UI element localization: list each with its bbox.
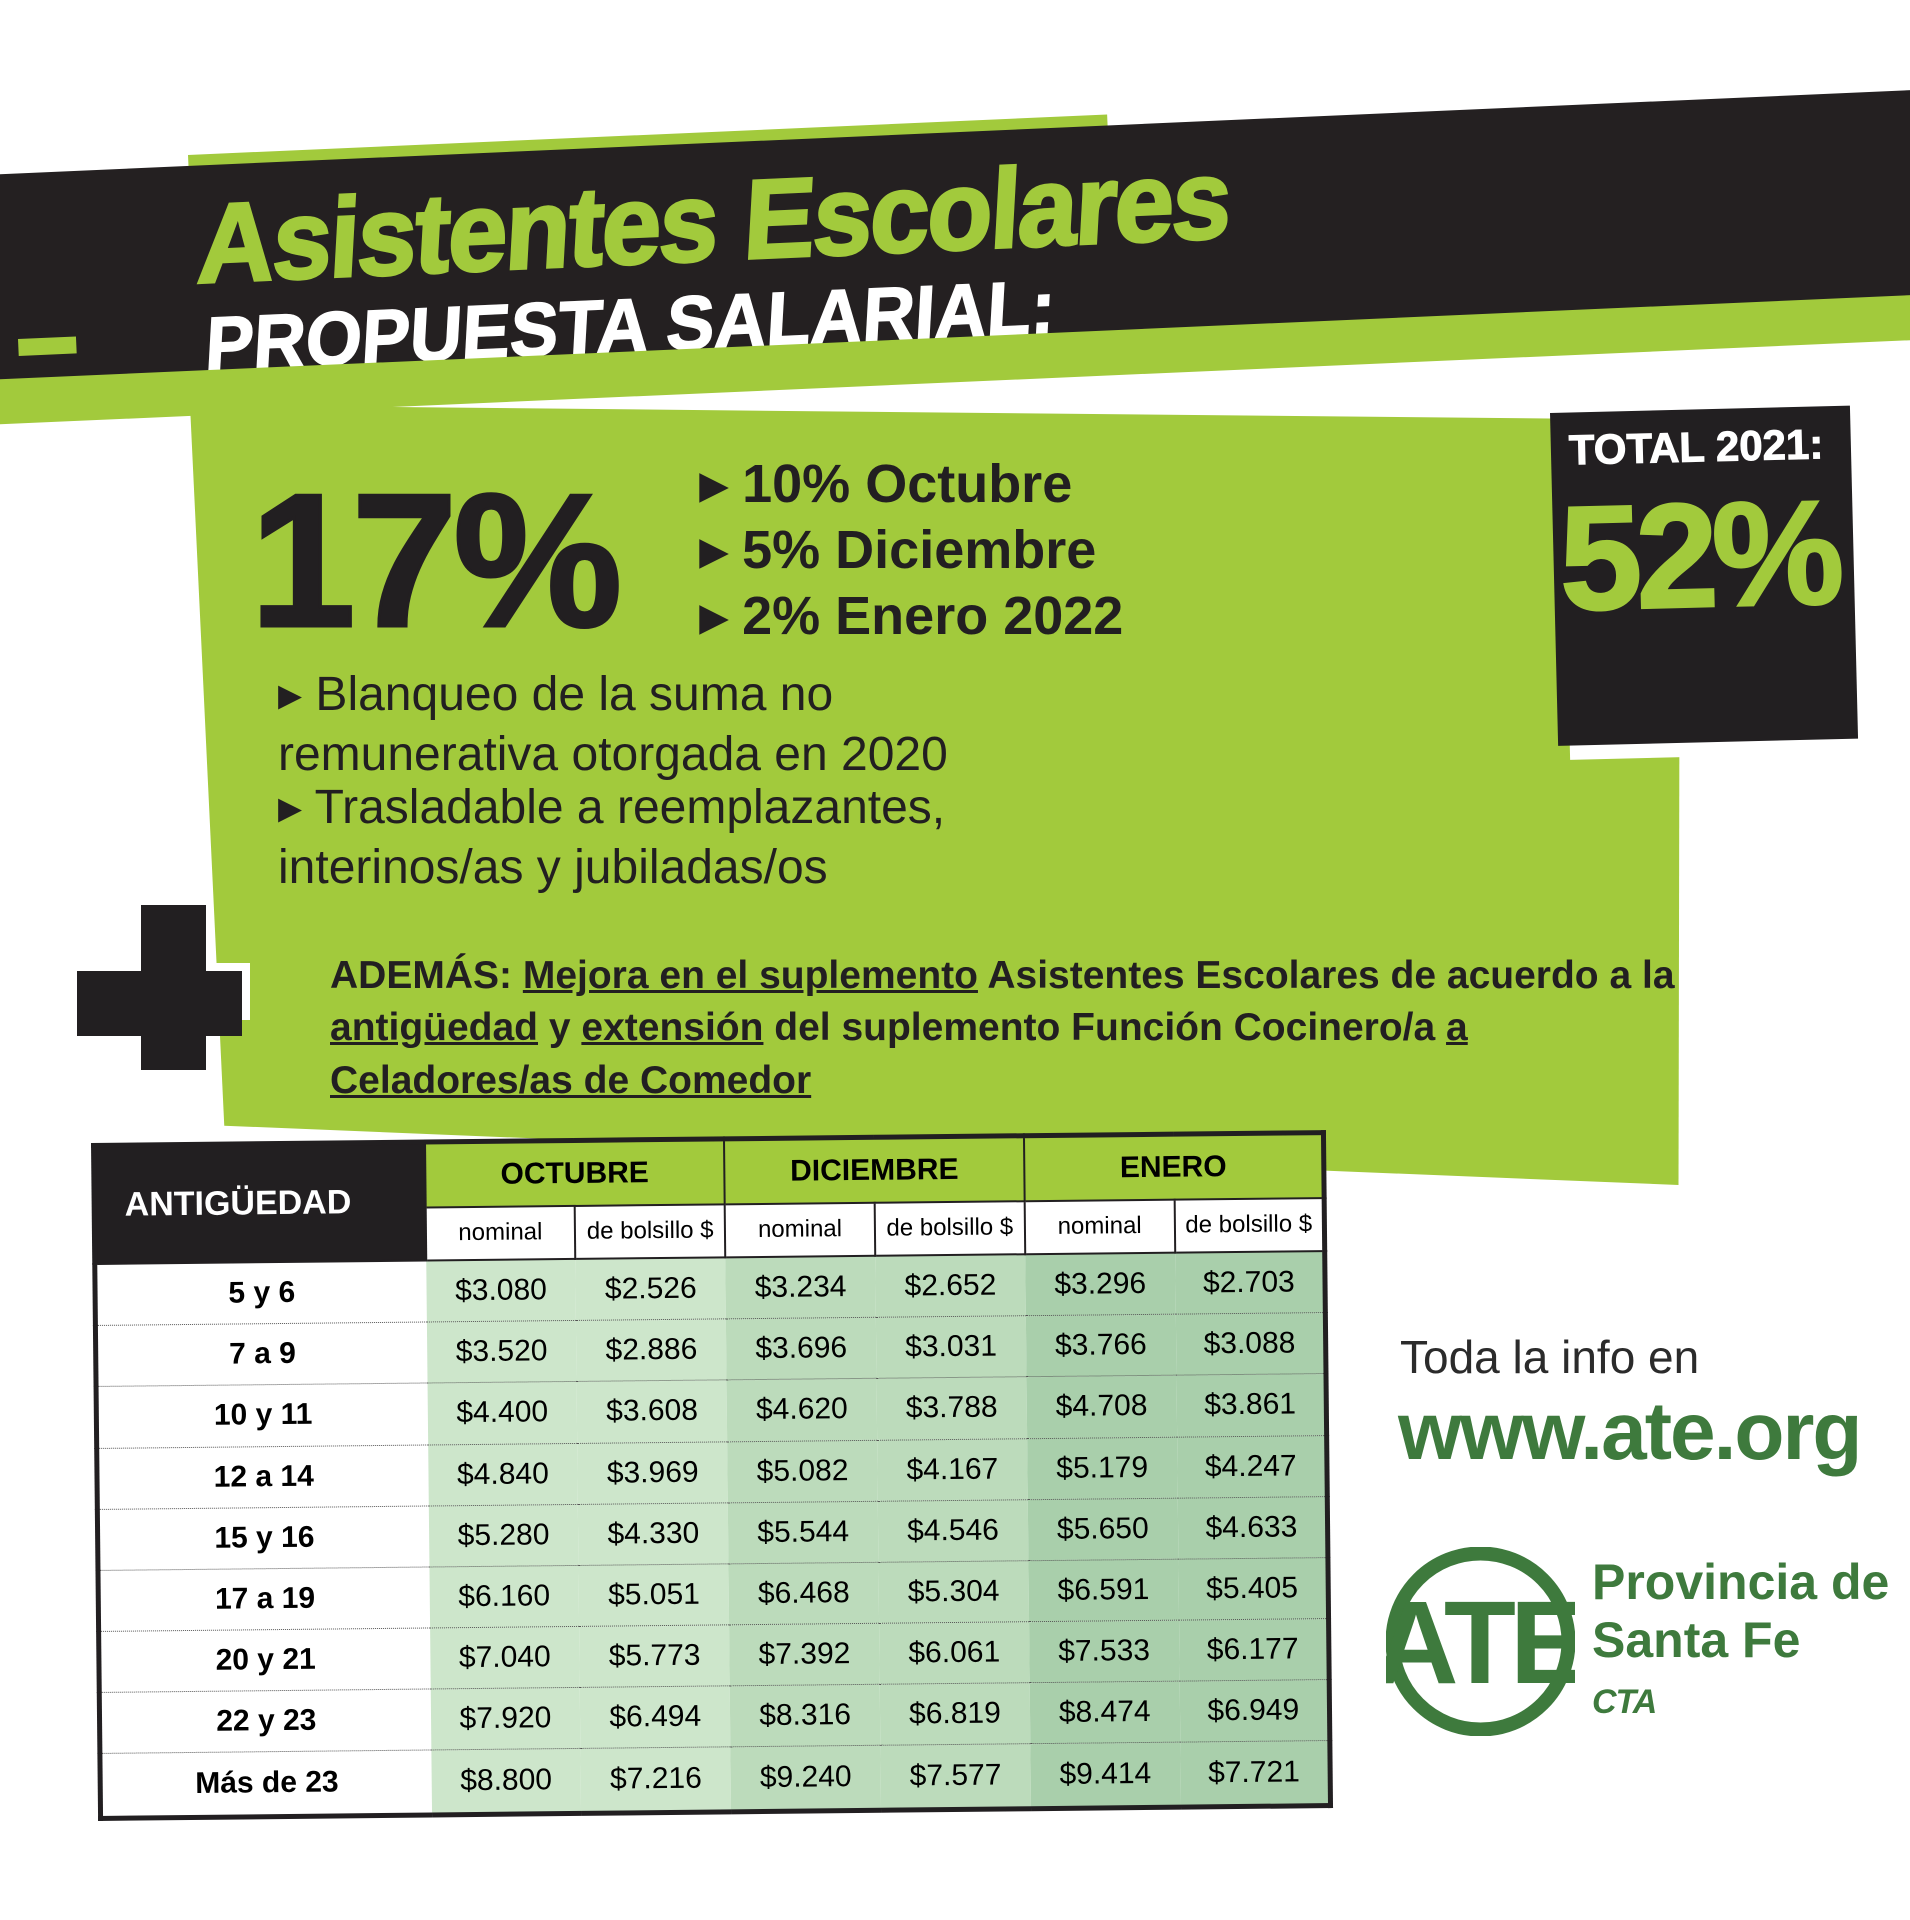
svg-text:ATE: ATE bbox=[1386, 1577, 1575, 1709]
